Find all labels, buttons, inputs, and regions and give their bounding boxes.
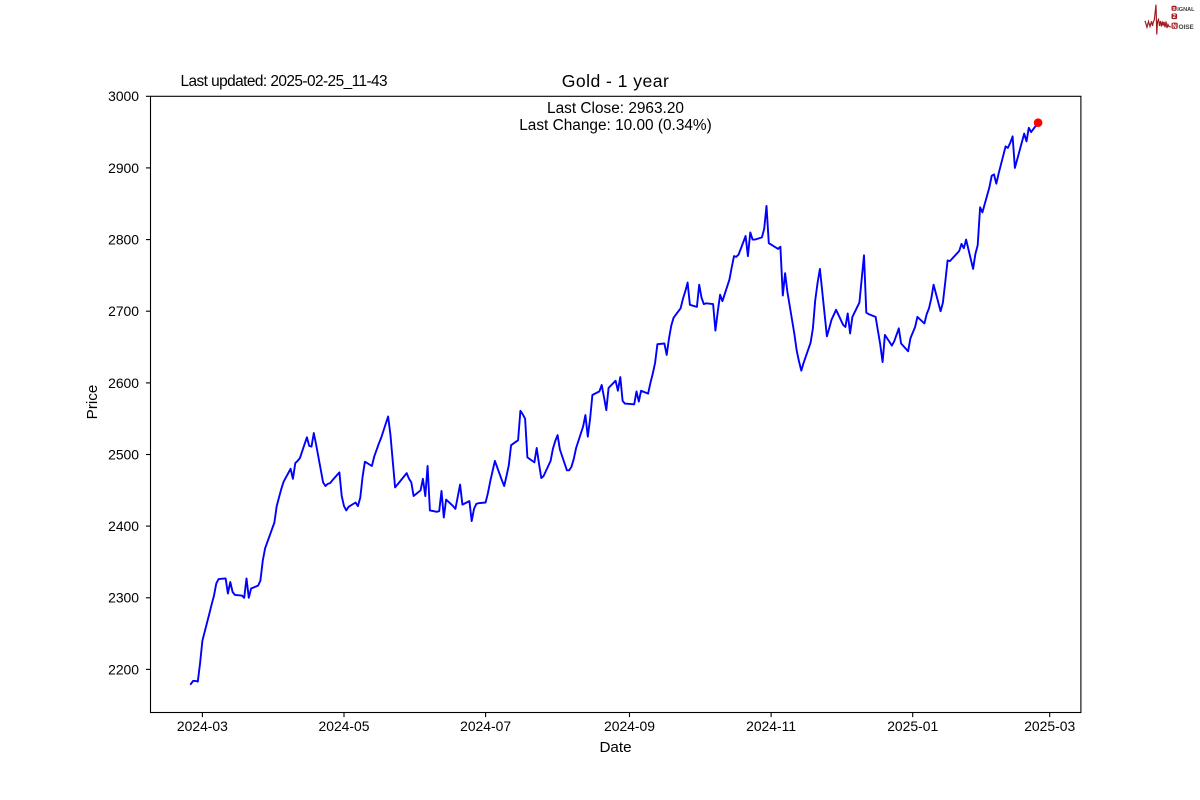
svg-text:2300: 2300 bbox=[108, 590, 139, 606]
svg-text:IGNAL: IGNAL bbox=[1177, 7, 1195, 13]
svg-text:2900: 2900 bbox=[108, 160, 139, 176]
svg-text:2600: 2600 bbox=[108, 375, 139, 391]
svg-text:2024-07: 2024-07 bbox=[460, 718, 511, 734]
svg-text:Price: Price bbox=[84, 385, 101, 420]
svg-text:Last updated: 2025-02-25_11-43: Last updated: 2025-02-25_11-43 bbox=[181, 73, 388, 90]
svg-text:3000: 3000 bbox=[108, 88, 139, 104]
svg-text:Gold - 1 year: Gold - 1 year bbox=[562, 71, 670, 91]
svg-text:2: 2 bbox=[1173, 14, 1176, 20]
svg-text:2024-03: 2024-03 bbox=[177, 718, 228, 734]
svg-text:OISE: OISE bbox=[1179, 24, 1195, 31]
svg-text:2024-11: 2024-11 bbox=[746, 718, 796, 734]
svg-text:2800: 2800 bbox=[108, 232, 139, 248]
svg-text:N: N bbox=[1172, 24, 1176, 30]
svg-text:2700: 2700 bbox=[108, 303, 139, 319]
svg-text:Date: Date bbox=[599, 739, 631, 756]
svg-text:Last Change: 10.00 (0.34%): Last Change: 10.00 (0.34%) bbox=[519, 117, 712, 134]
svg-text:S: S bbox=[1172, 6, 1176, 12]
svg-text:2500: 2500 bbox=[108, 446, 139, 462]
svg-text:2025-01: 2025-01 bbox=[887, 718, 938, 734]
svg-text:2400: 2400 bbox=[108, 518, 139, 534]
svg-text:2024-09: 2024-09 bbox=[604, 718, 655, 734]
svg-text:2200: 2200 bbox=[108, 661, 139, 677]
svg-text:Last Close: 2963.20: Last Close: 2963.20 bbox=[547, 100, 684, 117]
svg-text:2024-05: 2024-05 bbox=[319, 718, 370, 734]
svg-text:2025-03: 2025-03 bbox=[1024, 718, 1075, 734]
